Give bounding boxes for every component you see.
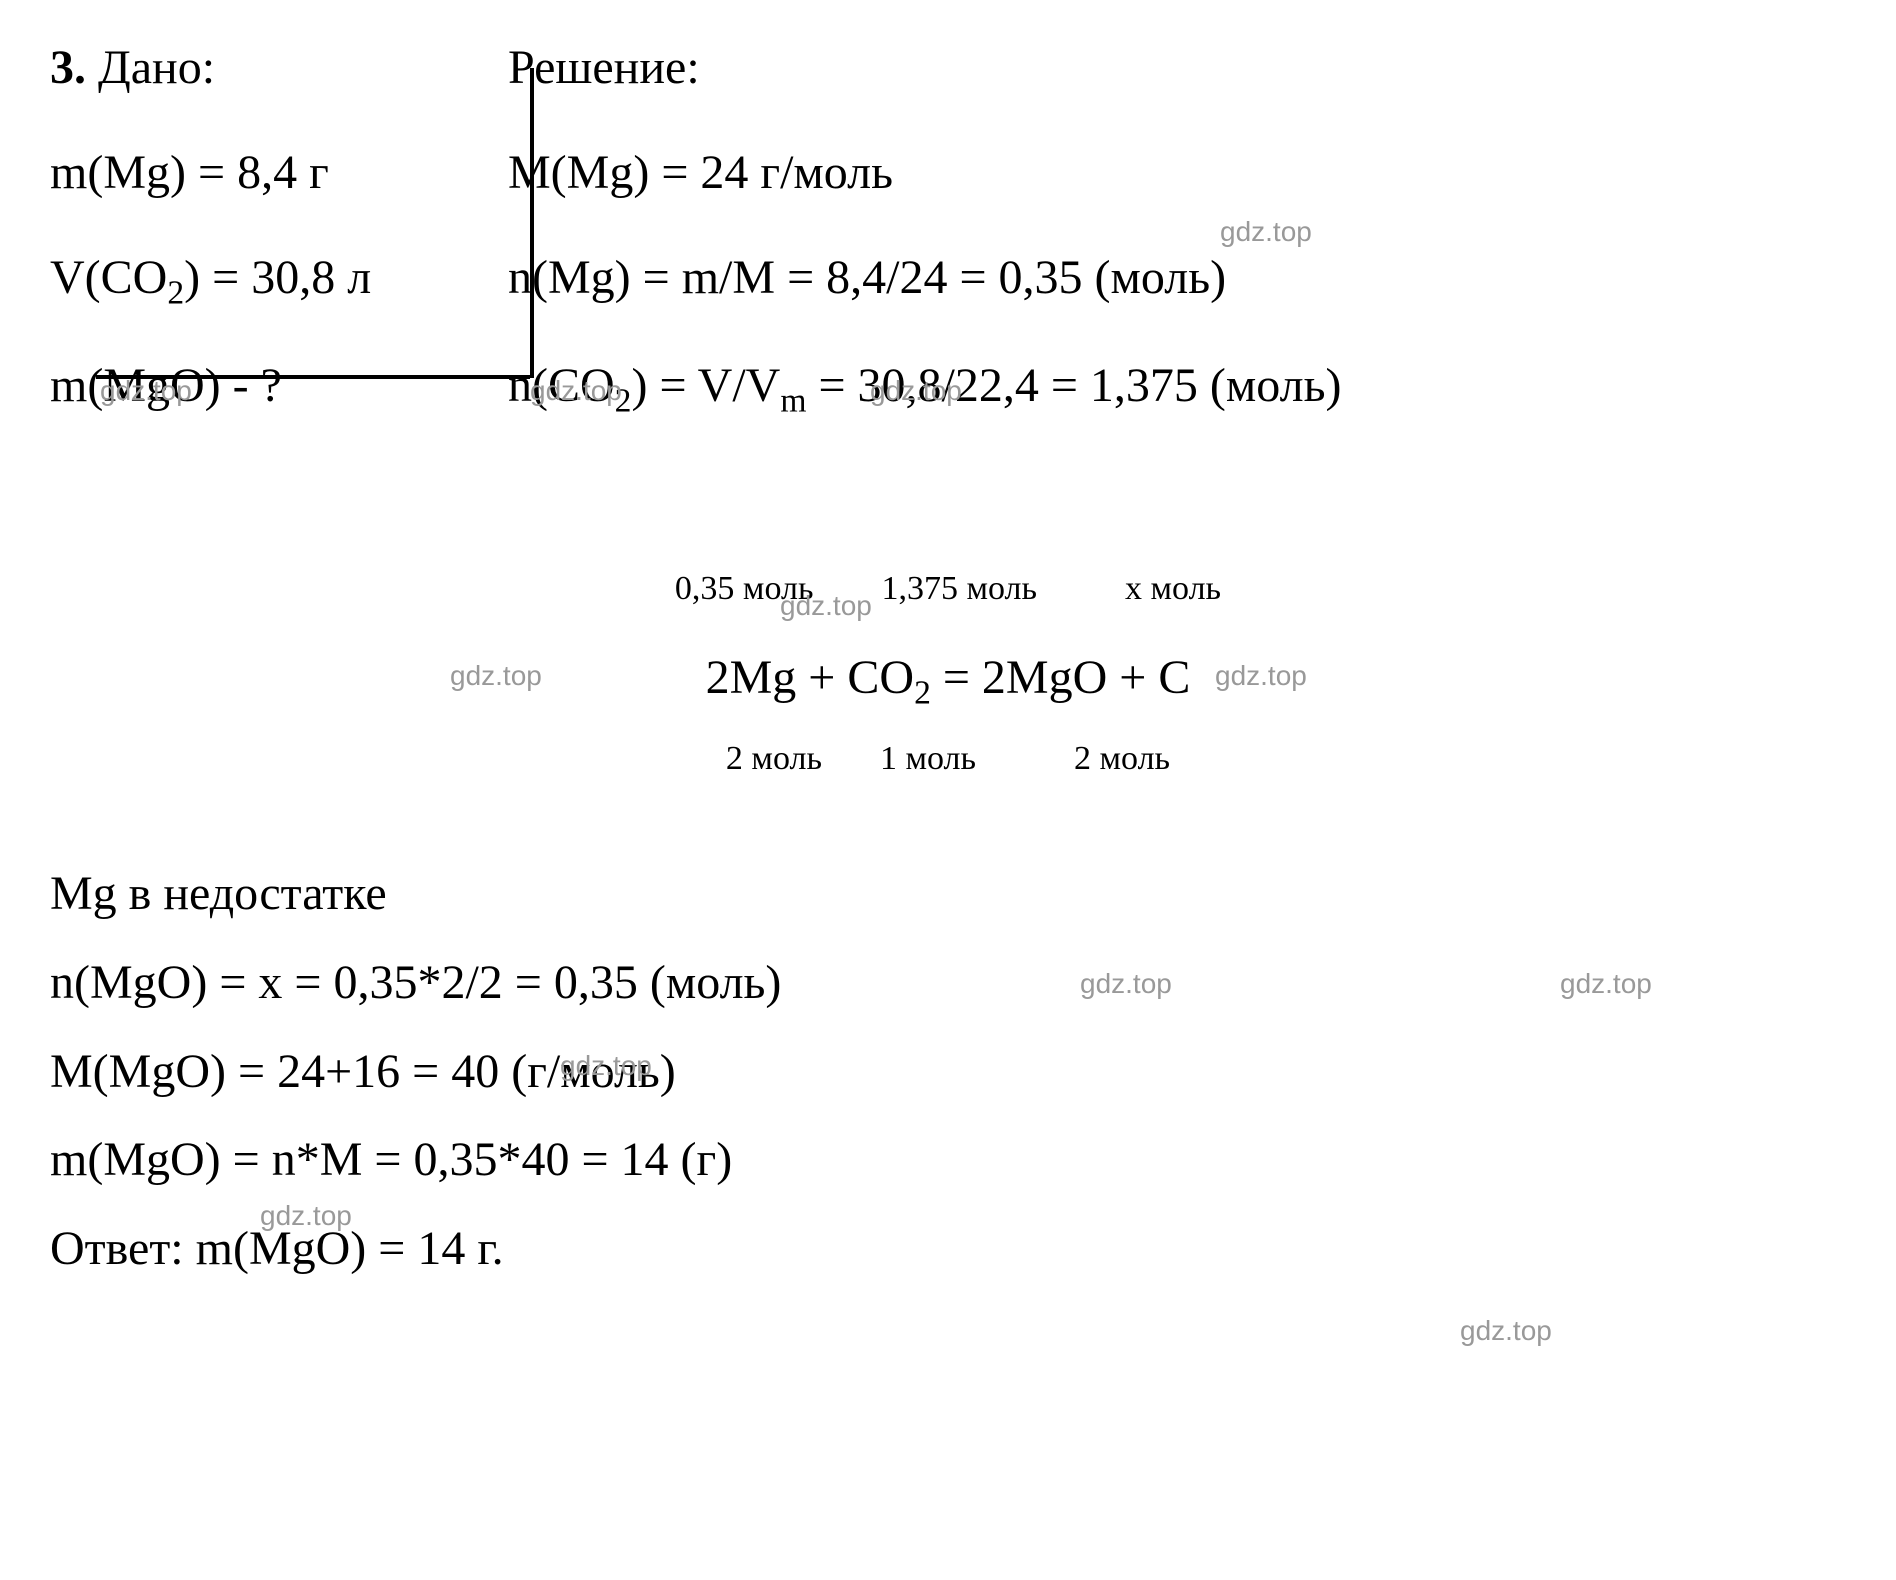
row-mass-mg: m(Mg) = 8,4 г M(Mg) = 24 г/моль bbox=[50, 135, 1846, 212]
watermark-text: gdz.top bbox=[1220, 216, 1312, 248]
given-m-mg-pre: m(Mg) = bbox=[50, 146, 237, 199]
watermark-text: gdz.top bbox=[260, 1200, 352, 1232]
watermark-text: gdz.top bbox=[1215, 660, 1307, 692]
given-v-co2-pre: V(CO bbox=[50, 251, 167, 304]
eq-annot-bot-a: 2 моль bbox=[726, 740, 822, 778]
equation-main-row: 2Mg + CO2 = 2MgO + C bbox=[0, 650, 1896, 713]
body-line-2: n(MgO) = x = 0,35*2/2 = 0,35 (моль) bbox=[50, 939, 781, 1028]
solution-n-mg: n(Mg) = m/M = 8,4/24 = 0,35 (моль) bbox=[508, 251, 1226, 304]
watermark-text: gdz.top bbox=[870, 375, 962, 407]
page-root: 3. Дано: Решение: m(Mg) = 8,4 г M(Mg) = … bbox=[50, 30, 1846, 428]
solution-label: Решение: bbox=[508, 41, 700, 94]
given-m-mg-val: 8,4 г bbox=[237, 146, 329, 199]
watermark-text: gdz.top bbox=[1560, 968, 1652, 1000]
divider-vertical bbox=[530, 68, 534, 378]
body-block: Mg в недостатке n(MgO) = x = 0,35*2/2 = … bbox=[50, 850, 781, 1294]
solution-molar-mass-mg: M(Mg) = 24 г/моль bbox=[508, 146, 893, 199]
problem-number: 3. bbox=[50, 41, 86, 94]
solution-n-co2-sub2: m bbox=[780, 383, 806, 420]
eq-main-mid: = 2MgO + C bbox=[931, 651, 1191, 704]
eq-main-pre: 2Mg + CO bbox=[706, 651, 914, 704]
given-v-co2-post: ) = bbox=[184, 251, 251, 304]
body-line-5: Ответ: m(MgO) = 14 г. bbox=[50, 1205, 781, 1294]
watermark-text: gdz.top bbox=[100, 375, 192, 407]
row-vol-co2: V(CO2) = 30,8 л n(Mg) = m/M = 8,4/24 = 0… bbox=[50, 240, 1846, 320]
given-v-co2-val: 30,8 л bbox=[251, 251, 371, 304]
eq-annot-bot-c: 2 моль bbox=[1074, 740, 1170, 778]
watermark-text: gdz.top bbox=[1080, 968, 1172, 1000]
eq-annot-bot-b: 1 моль bbox=[880, 740, 976, 778]
body-line-1: Mg в недостатке bbox=[50, 850, 781, 939]
watermark-text: gdz.top bbox=[530, 375, 622, 407]
eq-main-sub: 2 bbox=[914, 675, 931, 712]
equation-block: 0,35 моль 1,375 моль х моль bbox=[0, 570, 1896, 608]
watermark-text: gdz.top bbox=[1460, 1315, 1552, 1347]
given-v-co2-sub: 2 bbox=[167, 274, 184, 311]
watermark-text: gdz.top bbox=[560, 1050, 652, 1082]
watermark-text: gdz.top bbox=[780, 590, 872, 622]
body-line-3: M(MgO) = 24+16 = 40 (г/моль) bbox=[50, 1028, 781, 1117]
header-row: 3. Дано: Решение: bbox=[50, 30, 1846, 107]
given-label: Дано: bbox=[98, 41, 215, 94]
solution-n-co2-mid: ) = V/V bbox=[631, 359, 780, 412]
eq-annot-top-c: х моль bbox=[1125, 570, 1221, 608]
equation-annot-bottom: 2 моль 1 моль 2 моль bbox=[0, 740, 1896, 778]
eq-annot-top-b: 1,375 моль bbox=[881, 570, 1037, 608]
watermark-text: gdz.top bbox=[450, 660, 542, 692]
body-line-4: m(MgO) = n*M = 0,35*40 = 14 (г) bbox=[50, 1116, 781, 1205]
